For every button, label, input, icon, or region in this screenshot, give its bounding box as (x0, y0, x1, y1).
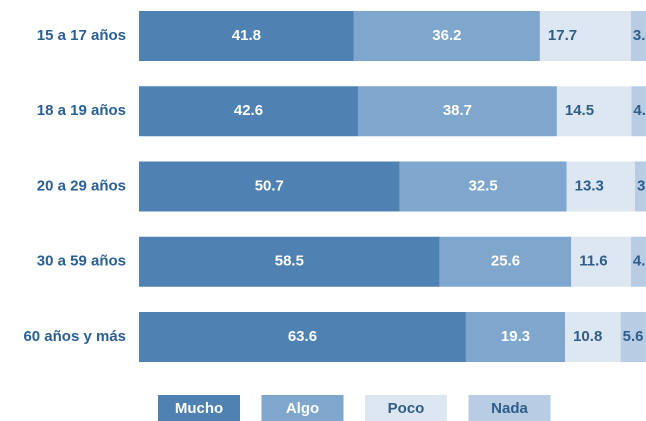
bar-segment (620, 312, 646, 362)
bar-segment (631, 86, 646, 137)
category-label: 60 años y más (23, 328, 126, 345)
bar-segment (630, 11, 646, 61)
bar-segment (539, 11, 631, 61)
category-label: 18 a 19 años (37, 102, 126, 119)
legend-swatch (261, 395, 344, 421)
legend-label: Nada (491, 400, 528, 417)
bar-segment (139, 11, 354, 61)
value-label: 50.7 (255, 177, 284, 194)
bar-segment (571, 236, 631, 287)
value-label: 3.5 (637, 177, 646, 194)
value-label: 32.5 (469, 177, 498, 194)
bar-segment (139, 312, 466, 362)
value-label: 41.8 (232, 27, 261, 44)
bar-segment (139, 236, 440, 287)
bar-segment (566, 161, 636, 212)
value-label: 4.1 (633, 253, 646, 270)
value-label: 36.2 (432, 27, 461, 44)
bar-segment (353, 11, 540, 61)
value-label: 5.6 (623, 328, 644, 345)
bar-segment (556, 86, 632, 137)
bar-segment (399, 161, 567, 212)
value-label: 4.1 (633, 102, 646, 119)
value-label: 3.8 (633, 27, 646, 44)
legend-label: Mucho (175, 400, 223, 417)
value-label: 11.6 (579, 253, 607, 270)
category-label: 30 a 59 años (37, 253, 126, 270)
value-label: 10.8 (573, 328, 602, 345)
category-label: 15 a 17 años (37, 27, 126, 44)
bar-segment (635, 161, 646, 212)
value-label: 38.7 (443, 102, 472, 119)
bar-segment (565, 312, 621, 362)
legend-label: Poco (388, 400, 425, 417)
value-label: 13.3 (575, 177, 604, 194)
legend-swatch (365, 395, 447, 421)
legend-label: Algo (286, 400, 319, 417)
bar-segment (139, 161, 400, 212)
legend-swatch (468, 395, 551, 421)
value-label: 25.6 (491, 253, 520, 270)
value-label: 58.5 (275, 253, 304, 270)
value-label: 42.6 (234, 102, 263, 119)
bar-segment (630, 236, 646, 287)
value-label: 63.6 (288, 328, 317, 345)
bar-segment (357, 86, 557, 137)
value-label: 17.7 (548, 27, 577, 44)
value-label: 14.5 (565, 102, 594, 119)
category-label: 20 a 29 años (37, 177, 126, 194)
value-label: 19.3 (501, 328, 530, 345)
bar-segment (139, 86, 358, 137)
legend-swatch (158, 395, 240, 421)
bar-segment (465, 312, 566, 362)
bar-segment (439, 236, 572, 287)
